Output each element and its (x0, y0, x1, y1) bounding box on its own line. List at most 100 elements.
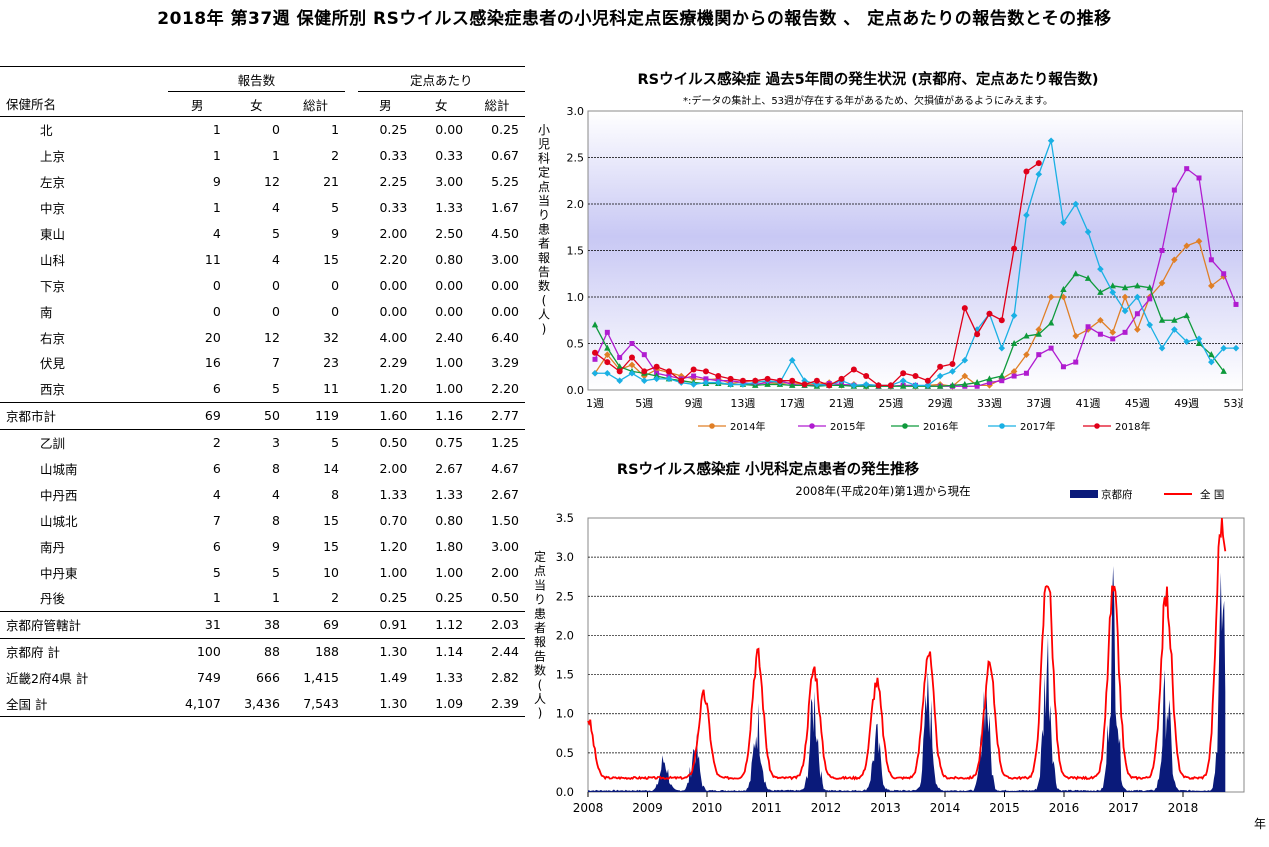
chart1-point (1047, 137, 1055, 145)
chart1-point (1072, 332, 1080, 340)
row-male-count: 1 (212, 200, 221, 216)
chart2-xtick-label: 2009 (632, 801, 663, 815)
row-female-count: 1 (271, 148, 280, 164)
chart1-point (1085, 324, 1091, 330)
chart1-ylabel-char: 患 (538, 222, 550, 236)
chart1-point (1146, 284, 1153, 291)
chart1-xtick-label: 1週 (586, 397, 604, 410)
chart1-point (961, 372, 969, 380)
row-male-rate: 0.00 (379, 303, 408, 319)
chart1-point (604, 351, 611, 358)
row-total-rate: 2.77 (469, 402, 525, 430)
chart2-xtick-label: 2018 (1168, 801, 1199, 815)
chart1-point (1109, 329, 1117, 336)
row-male-count: 31 (167, 611, 227, 639)
chart1-point (1232, 344, 1240, 352)
table-row: 丹後 1 1 2 0.25 0.25 0.50 (0, 585, 525, 612)
row-female-rate: 0.00 (435, 303, 464, 319)
chart1-point (1023, 211, 1030, 219)
chart1-xtick-label: 37週 (1026, 397, 1051, 410)
table-row: 中丹西 4 4 8 1.33 1.33 2.67 (0, 481, 525, 507)
row-total-rate: 0.67 (491, 148, 519, 164)
row-name: 中京 (40, 201, 66, 217)
col-header-rate-total: 総計 (469, 91, 525, 117)
chart1-legend-label: 2017年 (1020, 420, 1055, 433)
chart2-ylabel-char: 報 (534, 635, 546, 649)
chart1-point (850, 382, 858, 389)
col-header-male: 男 (167, 91, 227, 117)
chart1-point (702, 379, 710, 386)
chart1-point (826, 382, 833, 389)
chart1-point (727, 375, 734, 382)
chart1-ytick-label: 1.0 (567, 291, 585, 304)
row-male-rate: 2.20 (379, 251, 408, 267)
chart1-xtick-label: 5週 (635, 397, 653, 410)
chart1-point (949, 368, 956, 375)
chart2-title: RSウイルス感染症 小児科定点患者の発生推移 (617, 460, 920, 478)
row-male-count: 749 (196, 670, 221, 686)
chart1-title: RSウイルス感染症 過去5年間の発生状況 (京都府、定点あたり報告数) (637, 70, 1098, 88)
row-name: 京都府管轄計 (0, 611, 168, 639)
chart1-xtick-label: 29週 (928, 397, 953, 410)
col-header-female: 女 (226, 91, 286, 117)
row-name: 上京 (40, 149, 66, 165)
chart1-point (788, 356, 796, 364)
chart2-xtick-label: 2014 (930, 801, 961, 815)
row-total-rate: 4.50 (491, 226, 519, 241)
row-male-rate: 1.30 (357, 690, 414, 718)
row-female-count: 3,436 (226, 690, 286, 718)
chart1-point (1220, 367, 1227, 374)
row-female-rate: 2.40 (435, 329, 464, 345)
chart1-point (924, 377, 931, 384)
row-female-count: 0 (271, 122, 280, 138)
chart1-point (665, 368, 672, 375)
chart1-point (949, 381, 956, 388)
row-total-count: 14 (323, 461, 340, 477)
chart1-point (702, 368, 709, 375)
row-total-rate: 3.00 (491, 538, 519, 554)
chart1-point (776, 377, 783, 384)
row-total-rate: 4.67 (491, 461, 519, 477)
chart1-point (1109, 282, 1116, 289)
table-column-header: 保健所名 男 女 総計 男 女 総計 (0, 91, 525, 117)
row-male-count: 4,107 (167, 690, 227, 718)
table-row: 京都市計 69 50 119 1.60 1.16 2.77 (0, 402, 525, 430)
chart1-point (1208, 282, 1215, 290)
chart2-xtick-label: 2008 (573, 801, 604, 815)
chart1-point (1121, 293, 1129, 301)
report-table: 報告数 定点あたり 保健所名 男 女 総計 男 女 総計 北 1 0 1 0.25 0.0… (0, 66, 525, 718)
chart1-point (1072, 270, 1079, 277)
chart1-ylabel-char: 児 (538, 137, 550, 151)
chart1-xtick-label: 13週 (730, 397, 755, 410)
row-total-count: 11 (285, 375, 346, 403)
row-male-count: 16 (204, 355, 221, 371)
chart1-point (999, 378, 1005, 384)
row-total-count: 10 (323, 564, 340, 580)
chart1-point (949, 360, 956, 367)
chart1-point (1195, 335, 1203, 343)
row-total-rate: 0.25 (491, 122, 519, 138)
row-male-count: 0 (212, 277, 221, 293)
table-row: 伏見 16 7 23 2.29 1.00 3.29 (0, 350, 525, 376)
chart1-xtick-label: 25週 (878, 397, 903, 410)
chart1-point (617, 354, 623, 360)
chart1-point (1171, 326, 1178, 333)
chart1-point (1035, 160, 1042, 167)
row-female-rate: 0.75 (435, 435, 464, 451)
chart1-point (703, 376, 709, 382)
chart1-point (850, 366, 857, 373)
chart1-ytick-label: 0.0 (567, 384, 585, 397)
row-female-rate: 0.00 (435, 277, 464, 293)
chart1-point (1233, 301, 1239, 307)
row-male-count: 9 (212, 174, 221, 190)
chart1-point (1109, 289, 1117, 296)
chart1-point (789, 381, 796, 388)
chart1-point (937, 363, 944, 370)
chart1-point (1159, 248, 1165, 253)
chart2-xtick-label: 2016 (1049, 801, 1080, 815)
row-total-count: 32 (323, 329, 340, 345)
col-header-name: 保健所名 (0, 91, 168, 117)
chart2-xlabel: 年 (1254, 817, 1266, 831)
legend-national-label: 全 国 (1200, 488, 1224, 501)
row-total-rate: 2.82 (491, 670, 519, 686)
